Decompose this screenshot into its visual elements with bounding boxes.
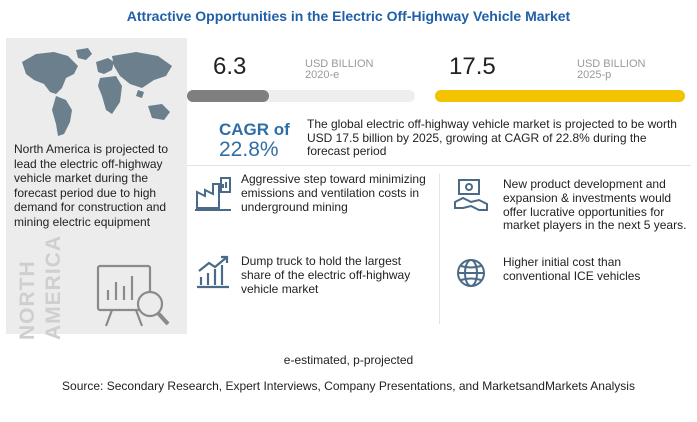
opportunity-item-dump-truck: Dump truck to hold the largest share of …: [241, 254, 411, 296]
opportunity-item-emissions: Aggressive step toward minimizing emissi…: [241, 172, 426, 214]
money-handshake-icon: [454, 179, 488, 211]
unit-2020-label: USD BILLION: [305, 58, 374, 70]
value-2025-bar-fill: [435, 90, 685, 102]
cagr-value: 22.8%: [219, 138, 279, 161]
section-divider: [187, 165, 691, 166]
north-america-description: North America is projected to lead the e…: [14, 142, 169, 229]
globe-icon: [457, 259, 485, 287]
year-2025-label: 2025-p: [577, 69, 612, 81]
analytics-magnifier-icon: [96, 264, 170, 327]
cagr-description: The global electric off-highway vehicle …: [307, 117, 677, 158]
vertical-label-north: NORTH: [16, 260, 39, 340]
world-map-icon: [22, 48, 172, 136]
value-2020: 6.3: [213, 53, 247, 80]
challenge-item-initial-cost: Higher initial cost than conventional IC…: [503, 255, 641, 283]
unit-2025-label: USD BILLION: [577, 58, 646, 70]
year-2020-label: 2020-e: [305, 69, 340, 81]
value-2025: 17.5: [449, 53, 496, 80]
value-2020-bar-fill: [187, 90, 270, 102]
bar-chart-growth-icon: [197, 255, 229, 289]
value-2020-bar-track: [187, 90, 415, 102]
north-america-vertical-label: NORTH AMERICA: [14, 235, 78, 342]
source-note: Source: Secondary Research, Expert Inter…: [62, 379, 635, 393]
north-america-panel: North America is projected to lead the e…: [6, 38, 187, 340]
factory-chart-icon: [195, 177, 231, 211]
opportunity-item-product-development: New product development and expansion & …: [503, 177, 687, 233]
cagr-label: CAGR of: [219, 120, 290, 139]
value-2025-bar-track: [435, 90, 685, 102]
column-divider: [439, 174, 440, 324]
legend-note: e-estimated, p-projected: [283, 353, 414, 367]
market-overview-panel: 6.3 USD BILLION 2020-e 17.5 USD BILLION …: [187, 38, 691, 334]
vertical-label-america: AMERICA: [42, 235, 65, 340]
page-title: Attractive Opportunities in the Electric…: [126, 8, 571, 24]
